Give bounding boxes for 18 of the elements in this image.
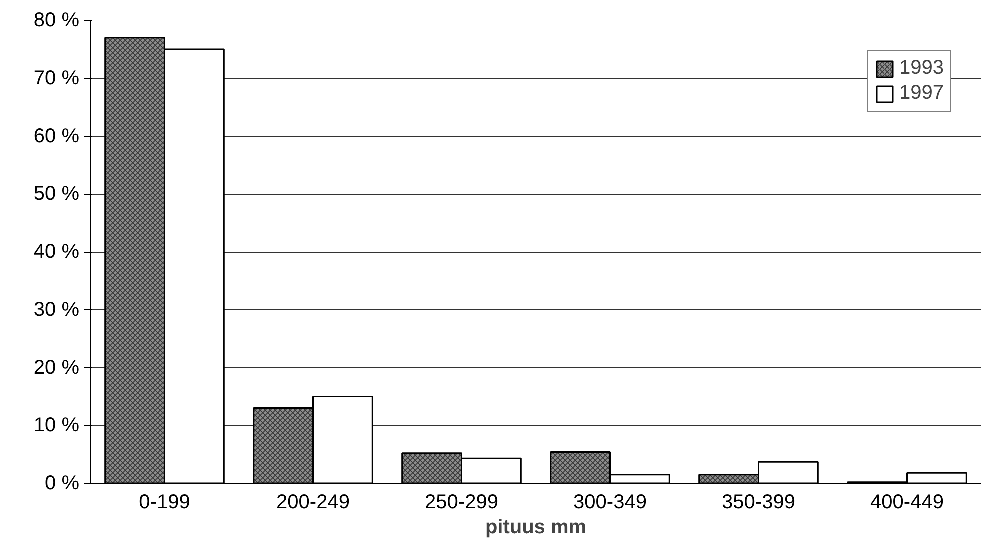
y-tick-label: 30 % [34, 298, 80, 321]
legend-label: 1997 [900, 82, 944, 105]
x-tick-label: 250-299 [425, 492, 498, 514]
x-tick-label: 350-399 [722, 492, 796, 514]
x-tick-label: 200-249 [276, 492, 350, 514]
x-tick-label: 300-349 [574, 492, 647, 514]
y-tick-label: 40 % [34, 241, 80, 263]
x-axis-title: pituus mm [485, 516, 587, 538]
y-tick-label: 0 % [45, 472, 80, 494]
y-tick-label: 50 % [34, 183, 80, 206]
y-tick-label: 80 % [34, 10, 80, 32]
legend-label: 1993 [900, 57, 944, 80]
x-tick-label: 0-199 [139, 492, 190, 514]
x-tick-label: 400-449 [870, 492, 944, 514]
y-tick-label: 10 % [34, 414, 80, 437]
y-tick-label: 70 % [34, 67, 80, 90]
y-tick-label: 60 % [34, 125, 80, 148]
y-tick-label: 20 % [34, 356, 80, 379]
